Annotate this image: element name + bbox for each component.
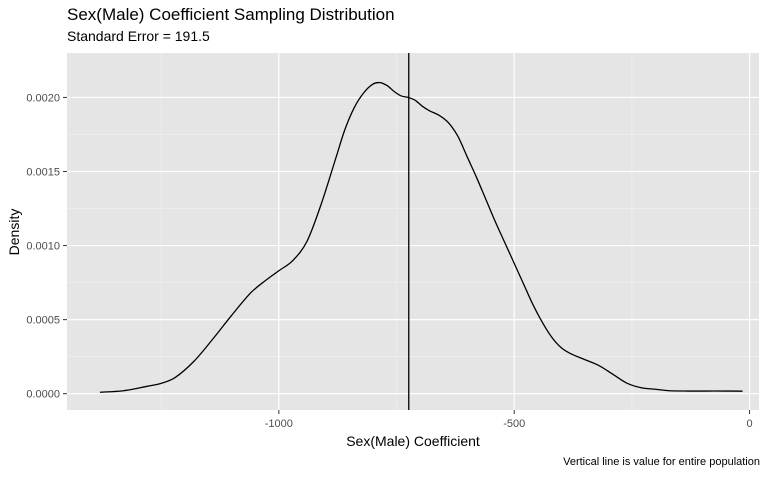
density-series bbox=[99, 81, 743, 393]
y-axis: 0.0000 0.0005 0.0010 0.0015 0.0020 bbox=[26, 92, 67, 401]
y-tick-label: 0.0005 bbox=[26, 315, 60, 327]
x-tick-label: -1000 bbox=[265, 418, 293, 430]
x-axis-title: Sex(Male) Coefficient bbox=[346, 433, 480, 449]
x-axis: -1000 -500 0 bbox=[265, 410, 753, 430]
x-tick-label: 0 bbox=[747, 418, 753, 430]
density-curve bbox=[99, 81, 743, 393]
y-tick-label: 0.0000 bbox=[26, 389, 60, 401]
y-tick-label: 0.0015 bbox=[26, 167, 60, 179]
chart-title: Sex(Male) Coefficient Sampling Distribut… bbox=[67, 5, 395, 24]
minor-grid bbox=[67, 53, 759, 410]
y-axis-title: Density bbox=[6, 209, 22, 256]
chart-caption: Vertical line is value for entire popula… bbox=[563, 456, 760, 468]
chart-subtitle: Standard Error = 191.5 bbox=[67, 28, 210, 44]
major-grid bbox=[67, 53, 759, 410]
plot-panel bbox=[67, 53, 759, 410]
y-tick-label: 0.0010 bbox=[26, 241, 60, 253]
x-tick-label: -500 bbox=[503, 418, 525, 430]
y-tick-label: 0.0020 bbox=[26, 92, 60, 104]
